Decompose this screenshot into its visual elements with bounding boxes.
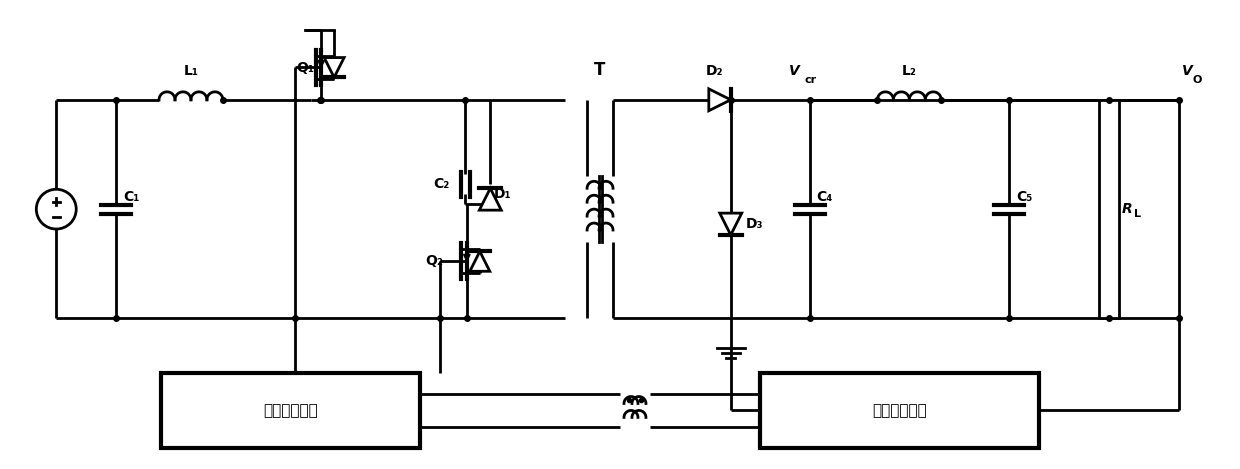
Text: L: L (1133, 209, 1141, 219)
Text: D₂: D₂ (706, 64, 723, 78)
Text: C₁: C₁ (123, 190, 139, 204)
Polygon shape (719, 213, 742, 235)
Polygon shape (324, 58, 345, 77)
Polygon shape (480, 188, 501, 210)
Bar (760, 373, 1039, 448)
Text: D₃: D₃ (745, 217, 763, 231)
Text: C₂: C₂ (434, 177, 450, 191)
Text: C₅: C₅ (1016, 190, 1033, 204)
Text: cr: cr (805, 75, 817, 85)
Text: T: T (594, 61, 605, 79)
Text: 原边控制电路: 原边控制电路 (263, 403, 319, 418)
Text: D₁: D₁ (494, 187, 511, 201)
Text: L₂: L₂ (901, 64, 916, 78)
Text: Q₁: Q₁ (296, 61, 315, 76)
Bar (1099, 100, 1118, 318)
Polygon shape (709, 89, 730, 111)
Text: V: V (1182, 64, 1193, 78)
Text: L₁: L₁ (184, 64, 198, 78)
Text: R: R (1122, 202, 1132, 216)
Text: Q₂: Q₂ (425, 254, 444, 268)
Bar (161, 373, 420, 448)
Text: 副边控制电路: 副边控制电路 (872, 403, 926, 418)
Text: O: O (1193, 75, 1202, 85)
Polygon shape (470, 251, 490, 271)
Text: C₄: C₄ (817, 190, 833, 204)
Text: V: V (789, 64, 800, 78)
